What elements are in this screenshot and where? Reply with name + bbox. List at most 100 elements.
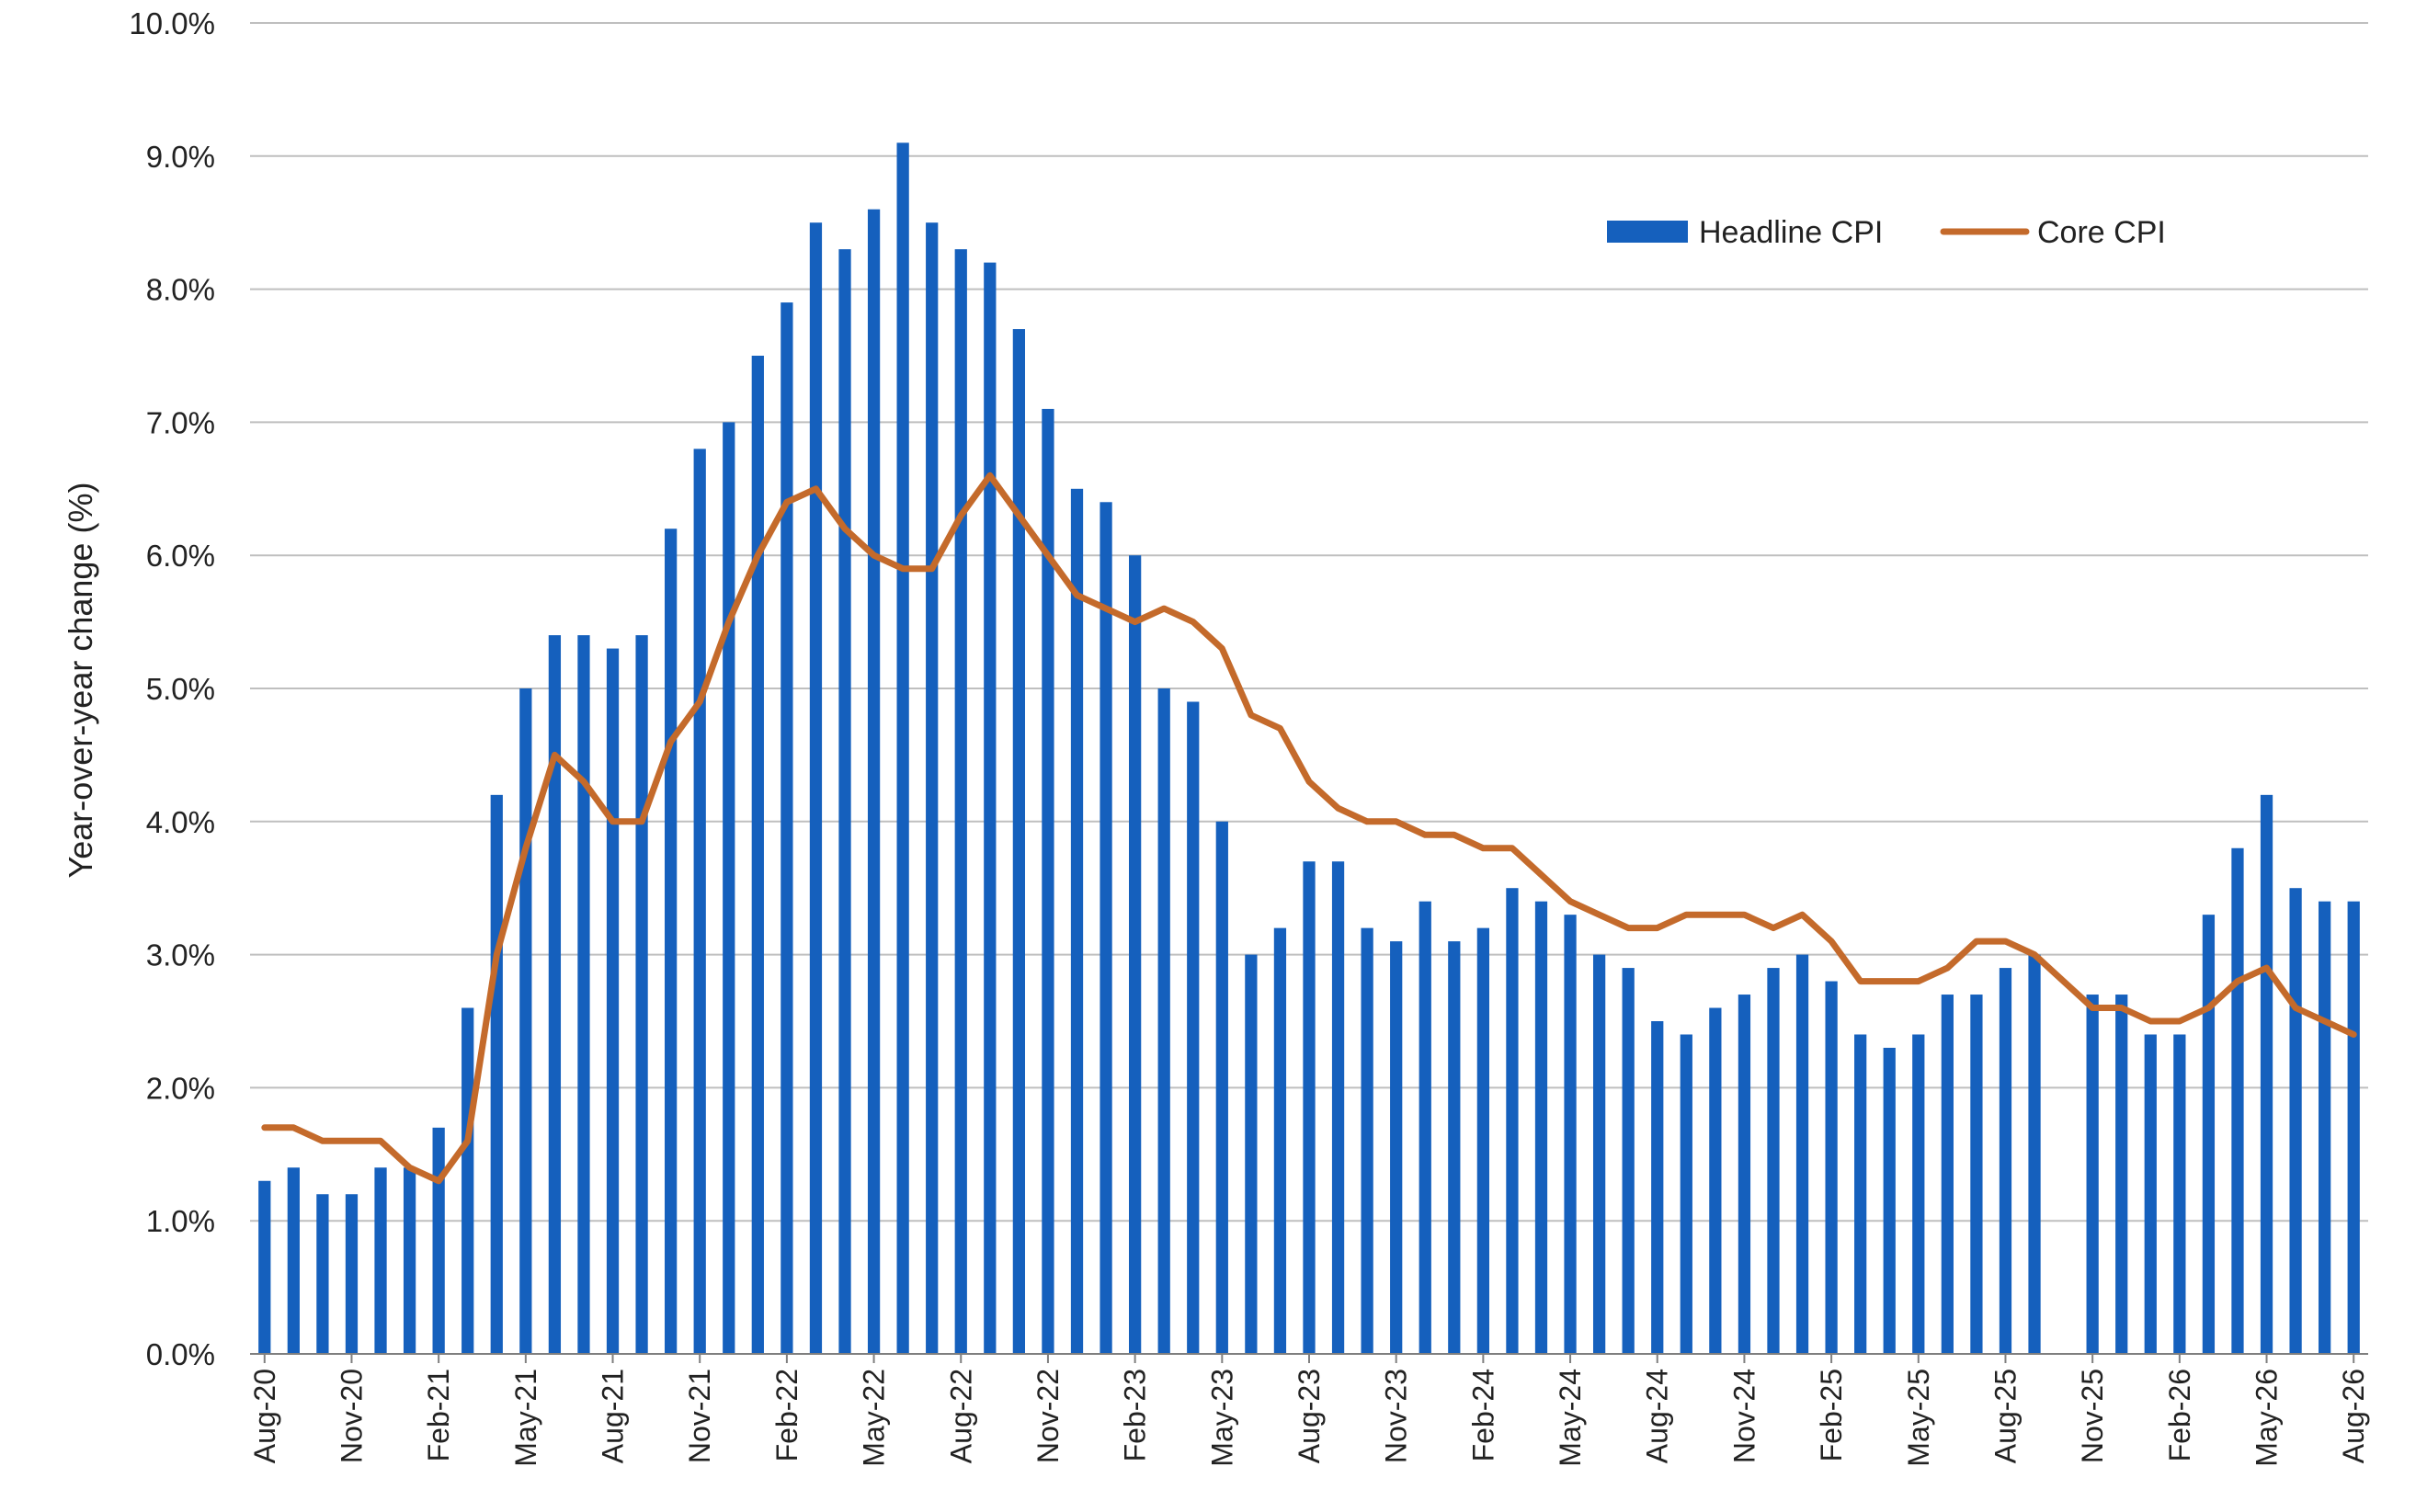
y-axis-ticks: 0.0% 1.0% 2.0% 3.0% 4.0% 5.0% 6.0% 7.0% 8.0% 9.0%… xyxy=(129,6,215,1371)
headline-cpi-bar xyxy=(548,635,562,1354)
headline-cpi-bar xyxy=(954,249,967,1354)
x-tick-label: Feb-22 xyxy=(770,1369,803,1461)
legend: Headline CPI Core CPI xyxy=(1607,215,2166,250)
headline-cpi-bar xyxy=(2319,901,2331,1354)
headline-cpi-bar xyxy=(1592,954,1606,1354)
headline-cpi-bar xyxy=(1100,502,1112,1354)
headline-cpi-bar xyxy=(1825,981,1838,1354)
legend-label-headline: Headline CPI xyxy=(1699,215,1883,250)
headline-cpi-bar xyxy=(1970,995,1983,1354)
x-tick-label: Nov-21 xyxy=(683,1369,716,1463)
y-tick-label: 6.0% xyxy=(146,539,215,573)
headline-cpi-bar xyxy=(2231,847,2244,1354)
x-tick-label: Nov-22 xyxy=(1031,1369,1065,1463)
x-tick-label: Aug-22 xyxy=(944,1369,977,1463)
headline-cpi-bar xyxy=(2086,995,2099,1354)
headline-cpi-bar xyxy=(1854,1034,1867,1354)
headline-cpi-bar xyxy=(1012,329,1026,1354)
x-tick-label: Feb-26 xyxy=(2163,1369,2196,1461)
headline-cpi-bar xyxy=(1419,901,1431,1354)
headline-cpi-bar xyxy=(577,635,590,1354)
headline-cpi-bar xyxy=(519,688,532,1354)
x-tick-label: Aug-26 xyxy=(2337,1369,2370,1463)
y-axis-title: Year-over-year change (%) xyxy=(62,483,99,879)
x-tick-label: Nov-23 xyxy=(1380,1369,1413,1463)
headline-cpi-bar xyxy=(838,249,851,1354)
headline-cpi-bar xyxy=(896,142,909,1354)
y-tick-label: 10.0% xyxy=(129,6,215,40)
headline-cpi-bar xyxy=(809,222,823,1355)
y-tick-label: 2.0% xyxy=(146,1071,215,1105)
headline-cpi-bar xyxy=(606,648,620,1354)
headline-cpi-bar xyxy=(374,1167,387,1354)
y-tick-label: 7.0% xyxy=(146,405,215,439)
headline-cpi-bar xyxy=(345,1194,359,1354)
headline-cpi-bar xyxy=(1738,995,1751,1354)
headline-cpi-bar xyxy=(635,635,648,1354)
headline-cpi-bar xyxy=(1361,927,1373,1354)
headline-cpi-bar xyxy=(1941,995,1954,1354)
headline-cpi-bar xyxy=(1767,968,1780,1354)
headline-cpi-bar xyxy=(1999,968,2012,1354)
headline-cpi-bar xyxy=(2115,995,2128,1354)
x-tick-label: Nov-20 xyxy=(336,1369,369,1463)
headline-cpi-bar xyxy=(1331,861,1345,1354)
headline-cpi-bar xyxy=(1157,688,1170,1354)
x-tick-label: Feb-21 xyxy=(422,1369,455,1461)
headline-cpi-bar xyxy=(2260,794,2273,1354)
headline-cpi-bar xyxy=(723,422,735,1354)
headline-cpi-bar xyxy=(867,209,881,1355)
x-tick-label: Aug-25 xyxy=(1989,1369,2022,1463)
headline-cpi-bar xyxy=(1390,941,1403,1354)
headline-cpi-bar xyxy=(316,1194,329,1354)
headline-cpi-bar xyxy=(2347,901,2360,1354)
x-tick-label: Feb-24 xyxy=(1466,1369,1499,1461)
headline-cpi-bar xyxy=(1795,954,1809,1354)
x-tick-label: Feb-25 xyxy=(1815,1369,1848,1461)
headline-cpi-bar xyxy=(1912,1034,1925,1354)
headline-cpi-bar xyxy=(2173,1034,2186,1354)
x-tick-label: Aug-20 xyxy=(248,1369,281,1463)
headline-cpi-bar xyxy=(1476,927,1489,1354)
x-tick-label: May-23 xyxy=(1205,1369,1238,1467)
headline-cpi-bar xyxy=(984,262,997,1354)
headline-cpi-bar xyxy=(665,529,678,1354)
y-tick-label: 1.0% xyxy=(146,1204,215,1238)
legend-label-core: Core CPI xyxy=(2037,215,2166,250)
core-cpi-line-group xyxy=(261,472,2357,1185)
headline-cpi-bar xyxy=(926,222,939,1355)
headline-cpi-bar xyxy=(1042,408,1054,1354)
headline-cpi-bar xyxy=(258,1180,271,1354)
core-cpi-line xyxy=(261,472,2357,1185)
headline-cpi-bar xyxy=(2028,954,2041,1354)
x-tick-label: May-25 xyxy=(1902,1369,1935,1467)
headline-cpi-bar xyxy=(2144,1034,2157,1354)
headline-cpi-bar xyxy=(1709,1007,1722,1354)
headline-cpi-bar xyxy=(1215,821,1228,1354)
headline-cpi-bar xyxy=(2202,915,2216,1354)
y-tick-label: 4.0% xyxy=(146,805,215,839)
headline-cpi-bar xyxy=(693,449,706,1354)
gridlines xyxy=(250,22,2368,1222)
x-tick-label: May-22 xyxy=(858,1369,891,1467)
headline-cpi-bar xyxy=(1187,701,1200,1354)
headline-cpi-bar xyxy=(1883,1047,1896,1354)
x-tick-label: May-21 xyxy=(509,1369,542,1467)
y-tick-label: 0.0% xyxy=(146,1337,215,1371)
headline-cpi-bar xyxy=(1303,861,1316,1354)
x-tick-label: May-24 xyxy=(1554,1369,1587,1467)
headline-cpi-bar xyxy=(1651,1021,1664,1354)
headline-cpi-bar xyxy=(781,302,793,1355)
headline-cpi-bar xyxy=(1273,927,1287,1354)
headline-cpi-bar xyxy=(1448,941,1461,1354)
headline-cpi-bar xyxy=(1245,954,1258,1354)
headline-cpi-bar xyxy=(287,1167,300,1354)
headline-cpi-bar xyxy=(432,1127,445,1354)
headline-cpi-bar xyxy=(1070,488,1084,1354)
headline-cpi-bar xyxy=(1534,901,1548,1354)
x-tick-label: Nov-24 xyxy=(1727,1369,1760,1463)
x-tick-label: Aug-24 xyxy=(1641,1369,1674,1463)
x-tick-label: May-26 xyxy=(2250,1369,2284,1467)
